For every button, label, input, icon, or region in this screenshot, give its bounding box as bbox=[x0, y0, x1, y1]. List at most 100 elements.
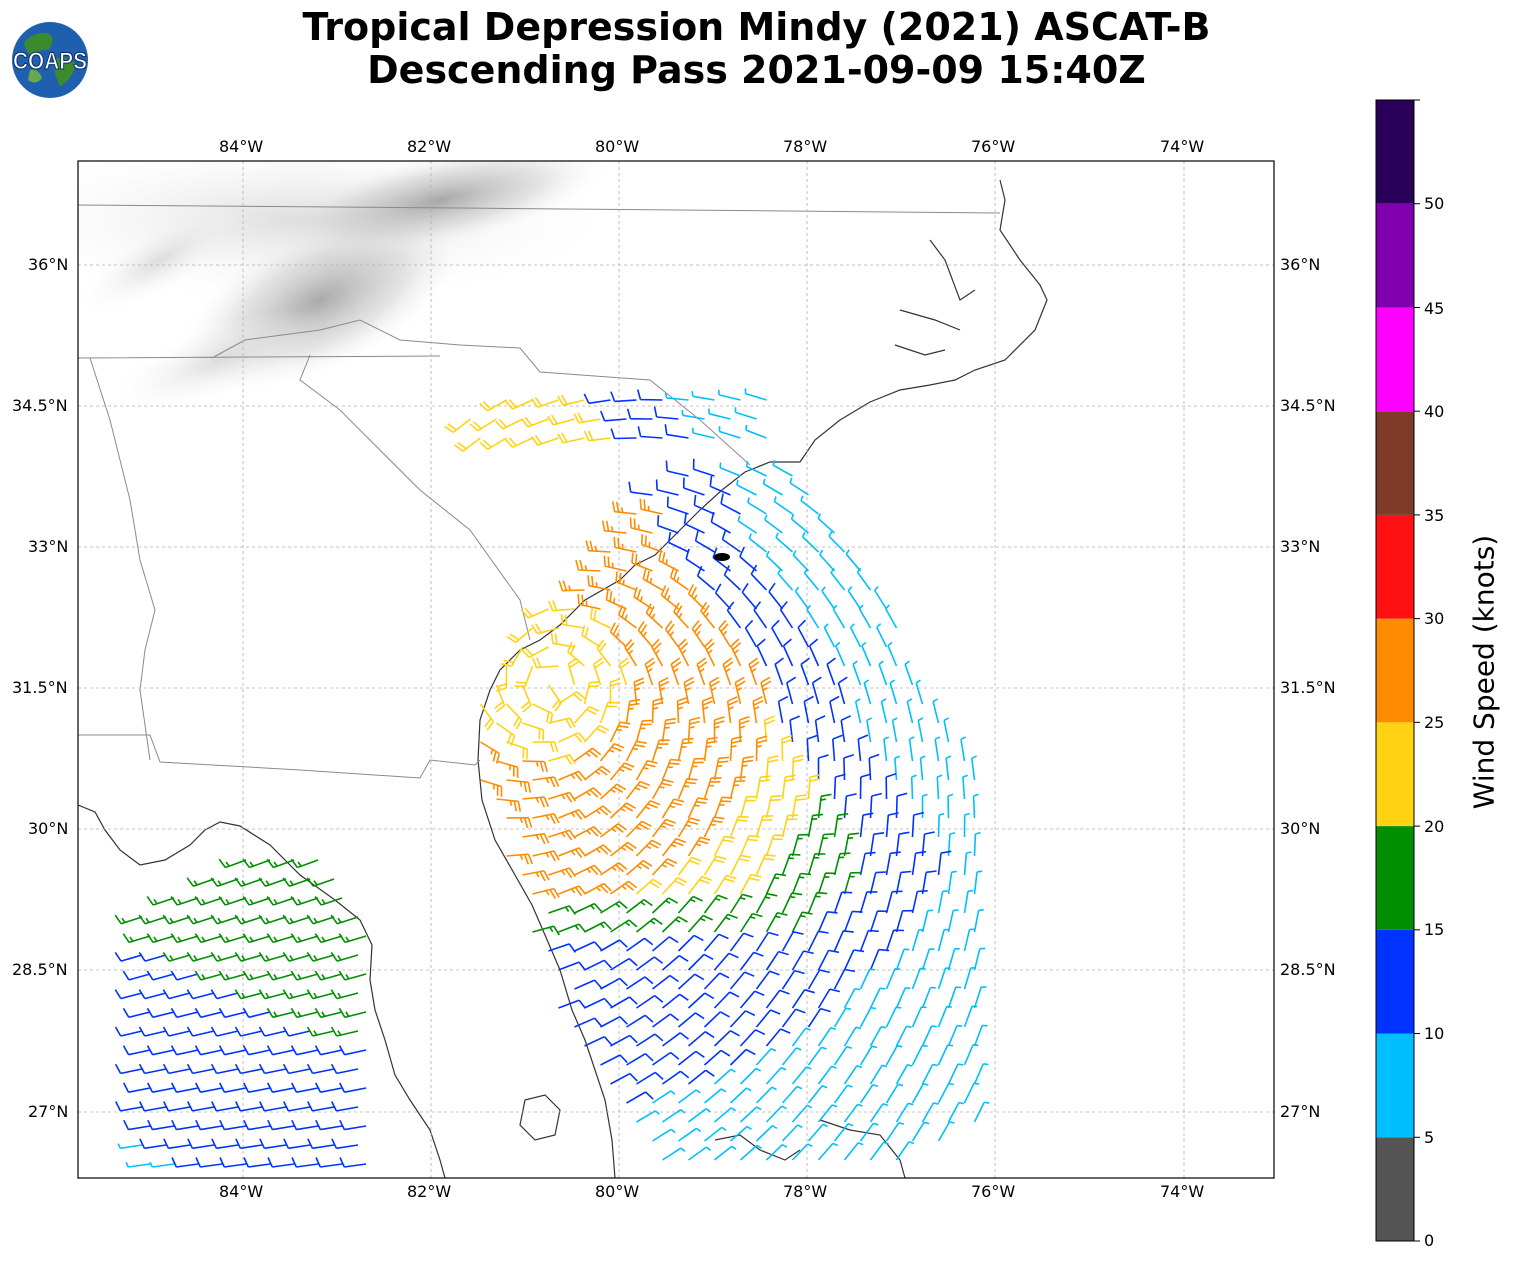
wind-barb bbox=[911, 929, 925, 952]
wind-barb bbox=[729, 1125, 752, 1142]
wind-barb bbox=[826, 657, 836, 686]
wind-barb bbox=[710, 511, 731, 534]
wind-barb bbox=[469, 418, 497, 432]
wind-barb bbox=[575, 559, 601, 572]
wind-barb bbox=[739, 795, 757, 819]
wind-barb bbox=[694, 530, 715, 553]
cbar-tick-45: 45 bbox=[1424, 299, 1445, 318]
wind-barb bbox=[664, 392, 689, 401]
wind-barb bbox=[636, 917, 663, 933]
wind-barb bbox=[739, 1144, 762, 1161]
colorbar bbox=[1375, 99, 1420, 1242]
wind-barb bbox=[338, 1045, 367, 1056]
wind-barb bbox=[895, 1102, 914, 1123]
wind-barb bbox=[738, 715, 750, 743]
wind-barb bbox=[723, 565, 742, 591]
wind-barb bbox=[718, 389, 741, 401]
wind-barb bbox=[651, 638, 664, 667]
colorbar-bin-9 bbox=[1376, 203, 1414, 308]
wind-barb bbox=[714, 1145, 737, 1161]
wind-barb bbox=[547, 684, 562, 712]
wind-barb bbox=[242, 895, 271, 906]
wind-barb bbox=[791, 1104, 813, 1123]
wind-barb bbox=[889, 679, 898, 705]
wind-barb bbox=[833, 773, 846, 800]
wind-barb bbox=[934, 736, 941, 762]
wind-barb bbox=[932, 698, 940, 724]
wind-barb bbox=[583, 724, 610, 743]
wind-barb bbox=[557, 394, 585, 406]
wind-barb bbox=[661, 877, 688, 895]
wind-barb bbox=[791, 833, 810, 857]
wind-barb bbox=[741, 582, 758, 610]
wind-barb bbox=[921, 1063, 938, 1085]
wind-barb bbox=[945, 755, 952, 781]
wind-barb bbox=[797, 619, 810, 648]
wind-barb bbox=[739, 912, 763, 933]
wind-barb bbox=[600, 1015, 628, 1028]
wind-barb bbox=[651, 936, 679, 952]
wind-barb bbox=[639, 498, 663, 515]
wind-barb bbox=[726, 696, 739, 724]
wind-barb bbox=[520, 607, 549, 619]
wind-barb bbox=[600, 823, 627, 838]
state-borders bbox=[78, 204, 1001, 779]
wind-barb bbox=[857, 734, 869, 762]
wind-barb bbox=[963, 1043, 979, 1066]
wind-barb bbox=[282, 877, 311, 887]
wind-barb bbox=[895, 1141, 915, 1161]
wind-barb bbox=[843, 1026, 862, 1047]
wind-barb bbox=[558, 580, 585, 592]
lon-tick-bottom-74w: 74°W bbox=[1160, 1182, 1205, 1201]
wind-barb bbox=[170, 1082, 199, 1093]
wind-barb bbox=[779, 601, 794, 629]
wind-barb bbox=[726, 601, 742, 629]
wind-barb bbox=[703, 1049, 731, 1066]
wind-barb bbox=[558, 999, 587, 1009]
wind-barb bbox=[306, 877, 335, 887]
wind-barb bbox=[162, 1026, 191, 1037]
lat-tick-left-27n: 27°N bbox=[28, 1102, 69, 1121]
wind-barb bbox=[146, 933, 175, 944]
wind-barb bbox=[291, 1119, 319, 1131]
wind-barb bbox=[548, 791, 577, 803]
lon-tick-top-78w: 78°W bbox=[783, 137, 828, 156]
wind-barb bbox=[626, 1014, 654, 1028]
wind-barb bbox=[869, 1103, 889, 1123]
wind-barb bbox=[258, 989, 287, 1000]
wind-barb bbox=[530, 396, 559, 408]
wind-barb bbox=[863, 679, 872, 705]
wind-barb bbox=[789, 715, 801, 743]
wind-barb bbox=[973, 870, 983, 895]
wind-barb bbox=[845, 549, 862, 572]
wind-barb bbox=[610, 996, 638, 1009]
cbar-tick-0: 0 bbox=[1424, 1231, 1435, 1250]
wind-barb bbox=[589, 608, 611, 629]
wind-barb bbox=[626, 937, 654, 952]
wind-barb bbox=[885, 812, 899, 838]
wind-barb bbox=[729, 735, 743, 762]
wind-barb bbox=[520, 416, 549, 428]
wind-barb bbox=[807, 969, 830, 990]
wind-barb bbox=[282, 914, 311, 925]
wind-barb bbox=[973, 1063, 989, 1085]
wind-barb bbox=[306, 1026, 335, 1037]
wind-barb bbox=[601, 520, 627, 534]
wind-barb bbox=[636, 1071, 664, 1085]
wind-barb bbox=[833, 852, 851, 876]
wind-barb bbox=[574, 1017, 603, 1028]
wind-barb bbox=[522, 722, 545, 741]
wind-barb bbox=[266, 1082, 295, 1093]
wind-barb bbox=[718, 619, 732, 648]
wind-barb bbox=[773, 496, 793, 515]
wind-barb bbox=[791, 950, 814, 971]
wind-barb bbox=[973, 831, 981, 857]
wind-barb bbox=[479, 437, 507, 450]
wind-barb bbox=[558, 770, 587, 782]
wind-barb bbox=[306, 1063, 335, 1075]
wind-barb bbox=[833, 891, 853, 914]
wind-barb bbox=[817, 833, 834, 857]
wind-barb bbox=[973, 1101, 990, 1123]
wind-barb bbox=[574, 979, 603, 990]
wind-barb bbox=[765, 834, 785, 857]
